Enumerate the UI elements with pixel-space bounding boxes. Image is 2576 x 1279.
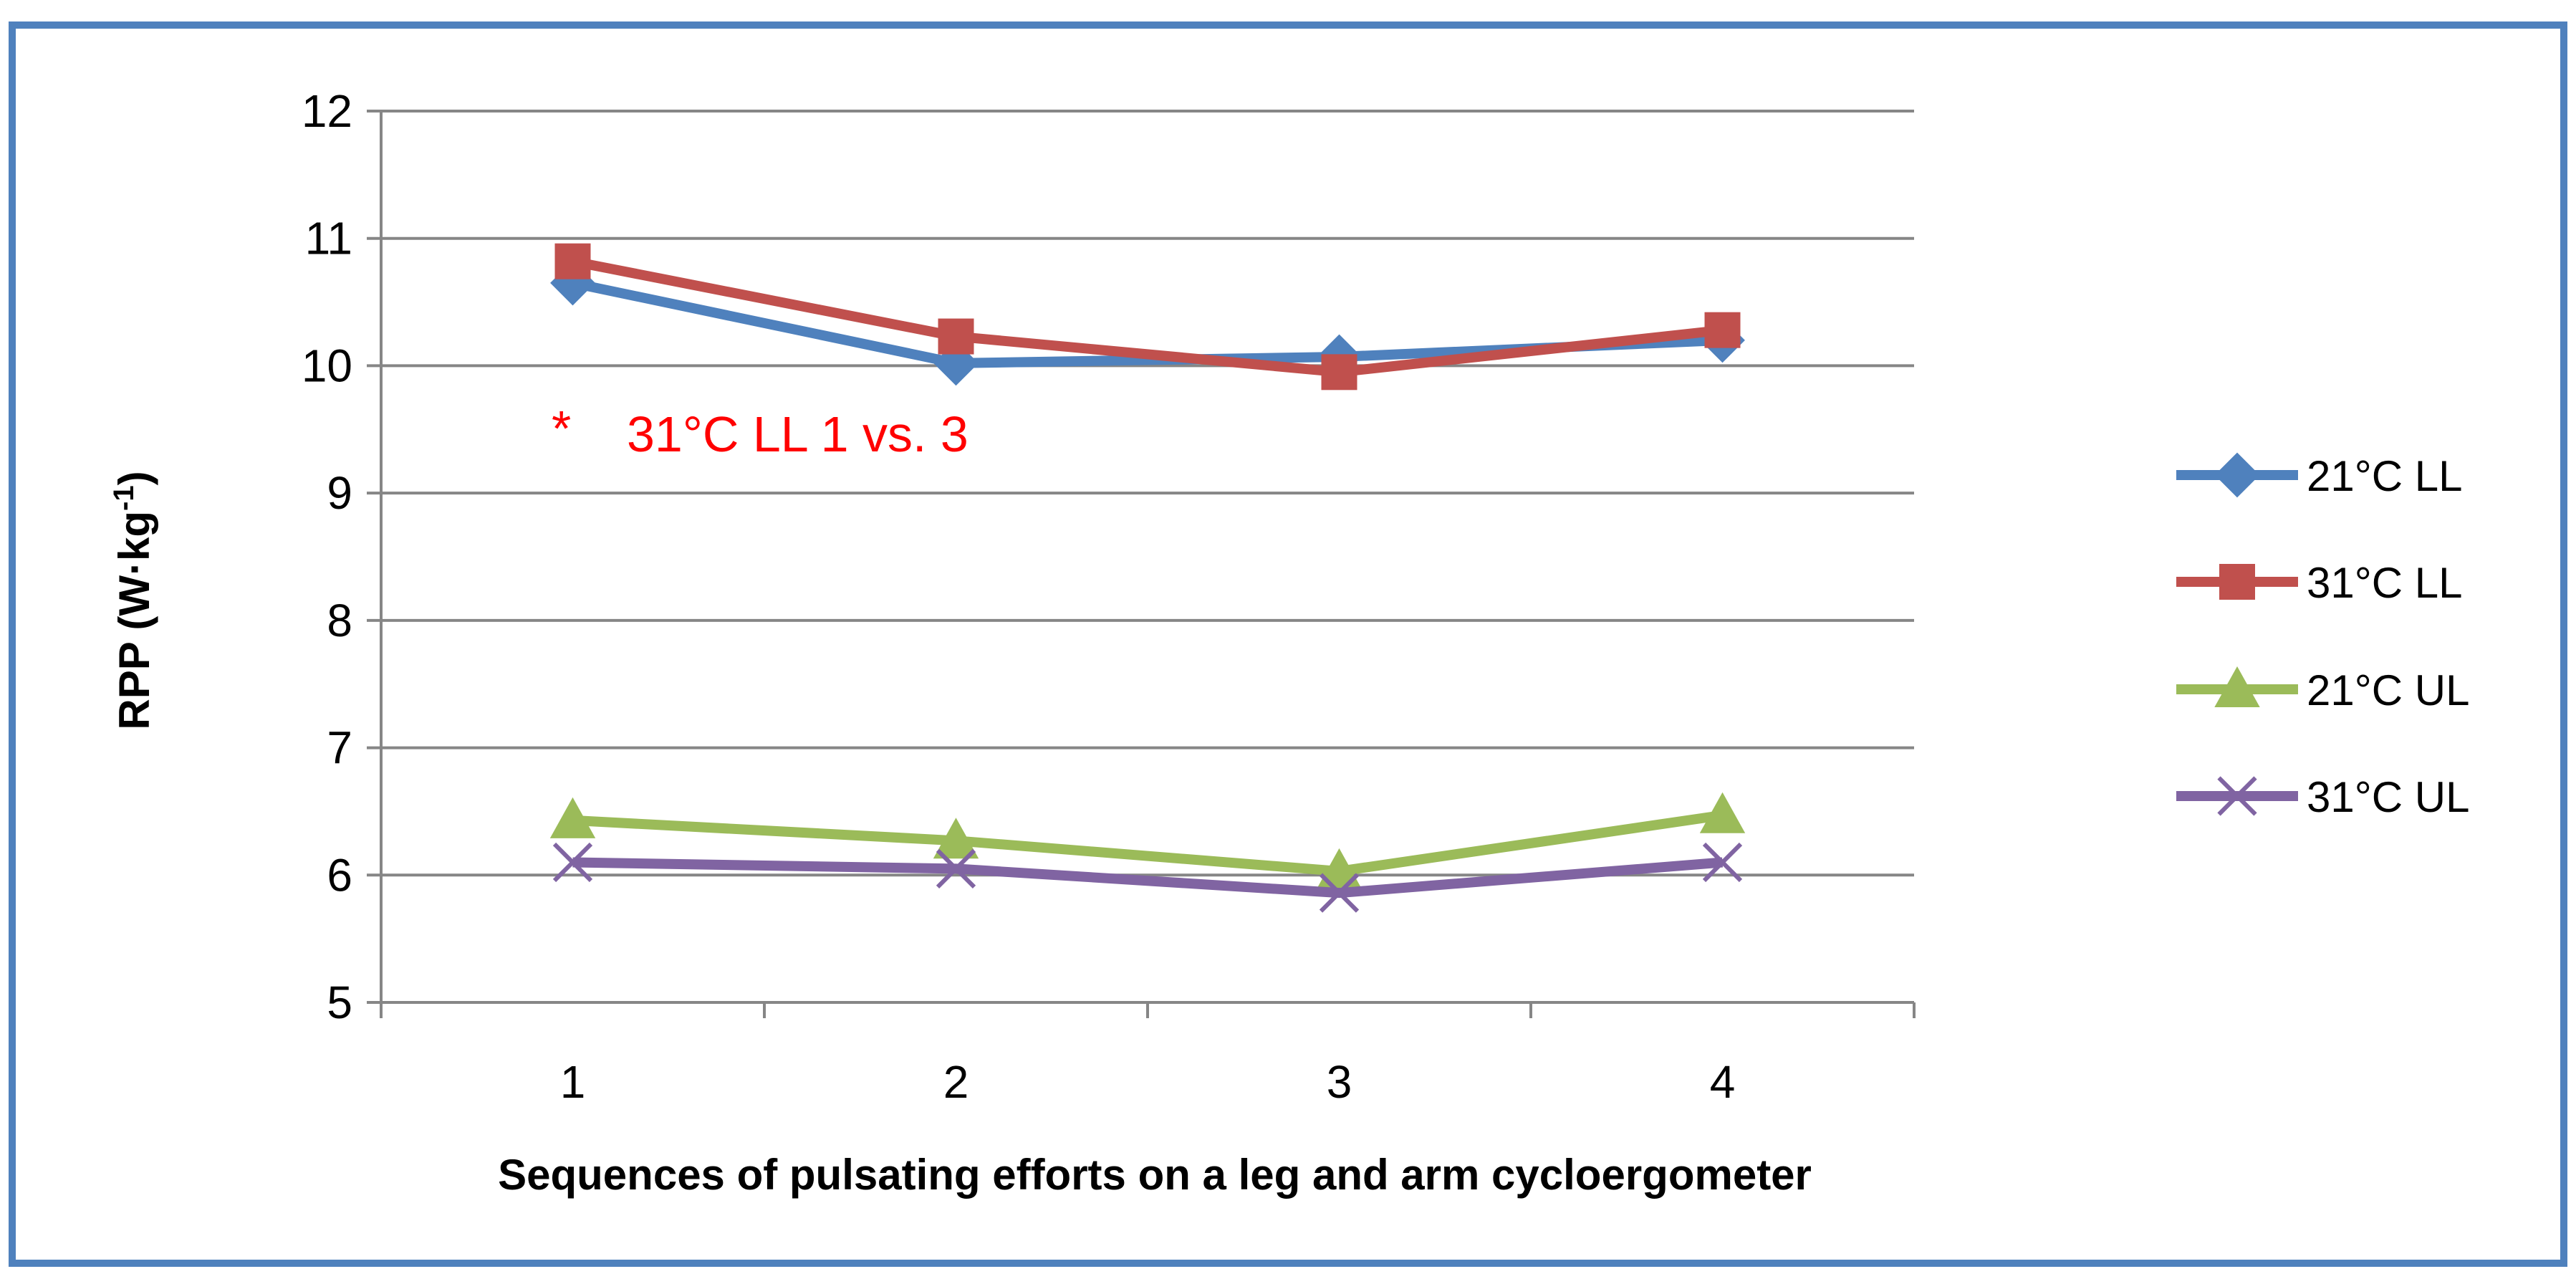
series-line-1 (572, 256, 1724, 378)
y-axis-title-sup: -1 (108, 485, 140, 511)
series-2 (549, 792, 1746, 889)
legend-label: 31°C LL (2307, 559, 2462, 607)
annotation-star: * (552, 401, 571, 456)
data-point (549, 797, 596, 838)
data-point (1702, 842, 1743, 883)
data-point (938, 318, 974, 355)
data-point (933, 818, 979, 859)
x-tick-label: 2 (943, 1056, 969, 1108)
axes (367, 110, 1916, 1018)
y-axis-title-close: ) (110, 471, 158, 485)
series-layer (549, 243, 1746, 913)
x-tick-label: 1 (560, 1056, 586, 1108)
y-tick-label: 12 (302, 85, 352, 137)
x-tick-label: 4 (1710, 1056, 1736, 1108)
chart-frame (9, 21, 2567, 1267)
y-tick-labels: 5 6 7 8 9 10 11 12 (302, 85, 352, 1028)
legend-label: 31°C UL (2307, 773, 2469, 821)
x-tick-label: 3 (1327, 1056, 1352, 1108)
y-axis-title: RPP (W·kg-1) (108, 471, 158, 729)
y-tick-label: 6 (327, 849, 352, 901)
y-tick-label: 5 (327, 977, 352, 1028)
data-point (554, 243, 591, 279)
x-tick-labels: 1 2 3 4 (560, 1056, 1736, 1108)
y-tick-label: 9 (327, 467, 352, 519)
data-point (936, 848, 976, 889)
legend: 21°C LL 31°C LL 21°C UL 31°C UL (2176, 452, 2469, 821)
series-1 (554, 243, 1741, 391)
legend-item: 21°C UL (2176, 666, 2469, 714)
gridlines (381, 110, 1914, 877)
legend-item: 31°C UL (2176, 773, 2469, 821)
y-tick-label: 10 (302, 340, 352, 391)
x-axis-title: Sequences of pulsating efforts on a leg … (498, 1151, 1812, 1199)
data-point (1699, 792, 1746, 833)
series-line-3 (572, 857, 1724, 899)
y-tick-label: 7 (327, 722, 352, 774)
legend-item: 21°C LL (2176, 452, 2462, 500)
annotation-text: 31°C LL 1 vs. 3 (627, 406, 969, 462)
legend-marker (2217, 776, 2257, 816)
series-3 (552, 842, 1743, 913)
data-point (552, 842, 593, 883)
data-point (1704, 312, 1741, 348)
data-point (1321, 354, 1357, 391)
y-tick-label: 8 (327, 595, 352, 646)
legend-item: 31°C LL (2176, 559, 2462, 607)
legend-marker (2214, 452, 2260, 498)
y-tick-label: 11 (305, 213, 352, 264)
y-axis-title-main: RPP (W·kg (110, 511, 158, 730)
data-point (1319, 873, 1360, 913)
legend-label: 21°C LL (2307, 452, 2462, 500)
legend-marker (2214, 666, 2260, 707)
legend-marker (2219, 564, 2255, 600)
series-line-2 (572, 810, 1724, 876)
legend-label: 21°C UL (2307, 666, 2469, 714)
